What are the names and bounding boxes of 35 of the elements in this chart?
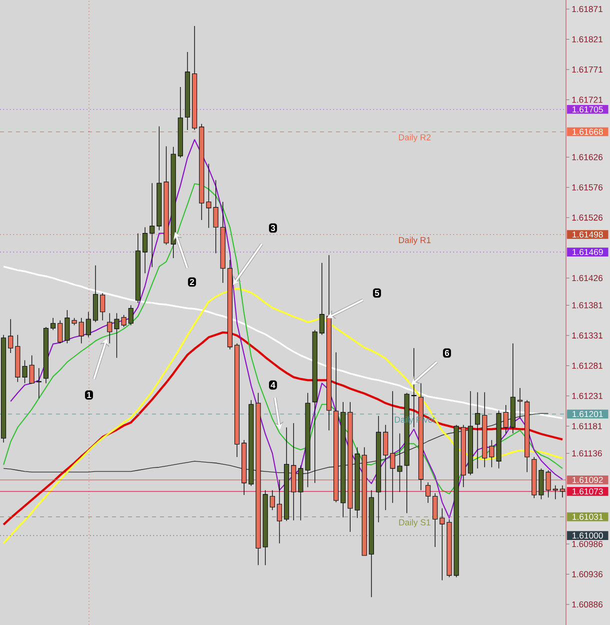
annotation: Daily R2 [399, 134, 431, 142]
y-tick-label: 1.61771 [572, 66, 602, 73]
y-tick-label: 1.61231 [572, 392, 602, 399]
ref-line-label: 1.61705 [572, 106, 603, 112]
ref-line-label: 1.61073 [572, 488, 603, 494]
ref-line-label: 1.61000 [572, 532, 603, 539]
annotation: 2 [190, 278, 194, 286]
y-tick-label: 1.61721 [572, 96, 602, 103]
annotation: 3 [270, 224, 276, 232]
annotation: Daily S1 [399, 519, 430, 528]
ref-line-label: 1.61498 [572, 231, 603, 238]
y-tick-label: 1.61181 [572, 423, 602, 430]
y-tick-label: 1.61871 [572, 6, 602, 12]
y-tick-label: 1.61821 [572, 36, 602, 42]
annotation: 6 [444, 350, 450, 356]
ref-line-label: 1.61668 [572, 128, 603, 135]
y-tick-label: 1.61136 [572, 450, 602, 456]
y-tick-label: 1.60886 [572, 601, 603, 608]
y-tick-label: 1.60986 [572, 540, 603, 548]
annotation: Daily R1 [399, 236, 431, 245]
y-tick-label: 1.61381 [572, 302, 602, 308]
y-tick-label: 1.61526 [572, 214, 603, 221]
ref-line-label: 1.61201 [572, 410, 603, 418]
ref-line-label: 1.61092 [572, 476, 603, 483]
y-tick-label: 1.61426 [572, 274, 603, 282]
y-tick-label: 1.60936 [572, 571, 603, 578]
annotation: 5 [374, 290, 380, 296]
annotation: 1 [87, 392, 92, 398]
ref-line-label: 1.61031 [572, 514, 603, 520]
y-tick-label: 1.61626 [572, 154, 603, 160]
y-tick-label: 1.61331 [572, 332, 602, 339]
y-tick-label: 1.61576 [572, 184, 603, 190]
ref-line-label: 1.61469 [572, 248, 603, 256]
annotation: 4 [270, 382, 276, 388]
y-tick-label: 1.61281 [572, 362, 602, 369]
